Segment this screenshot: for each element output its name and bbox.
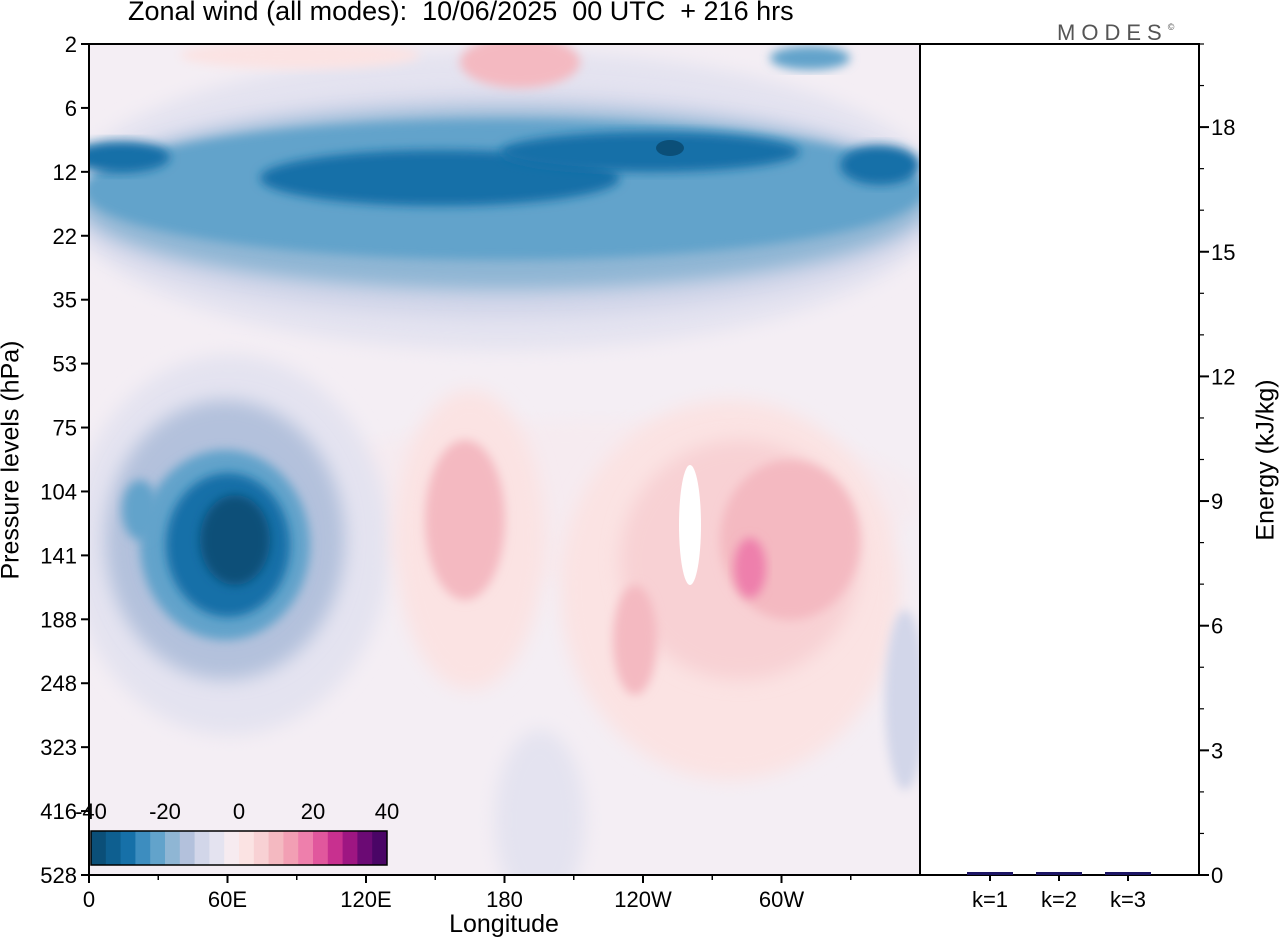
energy-bar — [1105, 872, 1151, 875]
wind-contour — [180, 44, 420, 69]
colorbar-swatch — [357, 831, 373, 865]
wind-field — [89, 44, 920, 875]
energy-category-label: k=2 — [1041, 887, 1077, 912]
x-tick-label: 60E — [208, 887, 247, 912]
colorbar-swatch — [239, 831, 255, 865]
chart-title: Zonal wind (all modes): 10/06/2025 00 UT… — [128, 0, 794, 26]
wind-contour — [840, 145, 920, 185]
brand-logo: MODES© — [1057, 20, 1174, 46]
energy-axis-label: Energy (kJ/kg) — [1251, 379, 1280, 541]
colorbar-swatch — [165, 831, 181, 865]
colorbar-swatch — [253, 831, 270, 865]
colorbar-swatch — [313, 831, 329, 865]
colorbar-swatch — [150, 831, 166, 865]
wind-contour — [495, 730, 585, 875]
energy-tick-label: 12 — [1211, 364, 1235, 389]
energy-category-label: k=3 — [1110, 887, 1146, 912]
y-tick-label: 22 — [53, 224, 77, 249]
colorbar-tick-label: -20 — [149, 799, 181, 824]
wind-contour — [770, 46, 850, 70]
energy-tick-label: 15 — [1211, 240, 1235, 265]
colorbar-tick-label: 40 — [375, 799, 399, 824]
colorbar-swatch — [194, 831, 210, 865]
y-tick-label: 141 — [40, 543, 77, 568]
energy-tick-label: 18 — [1211, 115, 1235, 140]
colorbar-tick-label: -40 — [75, 799, 107, 824]
wind-contour — [656, 140, 684, 156]
y-axis-label: Pressure levels (hPa) — [0, 340, 25, 580]
energy-category-label: k=1 — [972, 887, 1008, 912]
energy-tick-label: 9 — [1211, 489, 1223, 514]
colorbar-swatch — [342, 831, 358, 865]
wind-contour — [500, 132, 800, 172]
brand-text: MODES — [1057, 20, 1168, 45]
energy-frame — [919, 43, 1200, 876]
x-tick-label: 0 — [83, 887, 95, 912]
colorbar-swatch — [268, 831, 284, 865]
colorbar-swatch — [298, 831, 314, 865]
y-tick-label: 6 — [65, 96, 77, 121]
wind-contour — [679, 465, 701, 585]
colorbar-swatch — [105, 831, 122, 865]
colorbar-swatch — [372, 831, 388, 865]
x-axis-label: Longitude — [449, 910, 559, 938]
y-tick-label: 2 — [65, 32, 77, 57]
y-tick-label: 248 — [40, 671, 77, 696]
colorbar-tick-label: 20 — [301, 799, 325, 824]
colorbar-swatch — [209, 831, 225, 865]
y-tick-label: 188 — [40, 607, 77, 632]
y-tick-label: 53 — [53, 352, 77, 377]
wind-contour — [122, 480, 158, 540]
wind-contour — [720, 460, 860, 620]
wind-contour — [89, 141, 170, 173]
x-tick-label: 180 — [486, 887, 523, 912]
y-tick-label: 416 — [40, 799, 77, 824]
wind-contour — [200, 495, 270, 585]
wind-contour — [734, 538, 766, 598]
wind-contour — [885, 610, 920, 790]
x-tick-label: 120W — [614, 887, 672, 912]
y-tick-label: 323 — [40, 735, 77, 760]
colorbar-swatch — [120, 831, 136, 865]
colorbar-swatch — [327, 831, 344, 865]
colorbar-swatch — [224, 831, 240, 865]
energy-bar — [967, 872, 1013, 875]
colorbar-swatch — [135, 831, 151, 865]
x-tick-label: 120E — [340, 887, 391, 912]
y-tick-label: 75 — [53, 416, 77, 441]
colorbar-tick-label: 0 — [233, 799, 245, 824]
x-tick-label: 60W — [759, 887, 804, 912]
energy-tick-label: 3 — [1211, 738, 1223, 763]
colorbar-frame — [90, 830, 388, 866]
y-tick-label: 528 — [40, 863, 77, 888]
wind-contour — [425, 440, 505, 600]
energy-bar — [1036, 872, 1082, 875]
wind-contour — [460, 44, 580, 88]
y-tick-label: 104 — [40, 479, 77, 504]
colorbar-swatch — [283, 831, 299, 865]
y-tick-label: 12 — [53, 160, 77, 185]
energy-tick-label: 0 — [1211, 863, 1223, 888]
brand-mark: © — [1167, 22, 1175, 32]
energy-tick-label: 6 — [1211, 614, 1223, 639]
colorbar-swatch — [91, 831, 107, 865]
colorbar-swatch — [179, 831, 196, 865]
wind-contour — [613, 585, 657, 695]
y-tick-label: 35 — [53, 288, 77, 313]
